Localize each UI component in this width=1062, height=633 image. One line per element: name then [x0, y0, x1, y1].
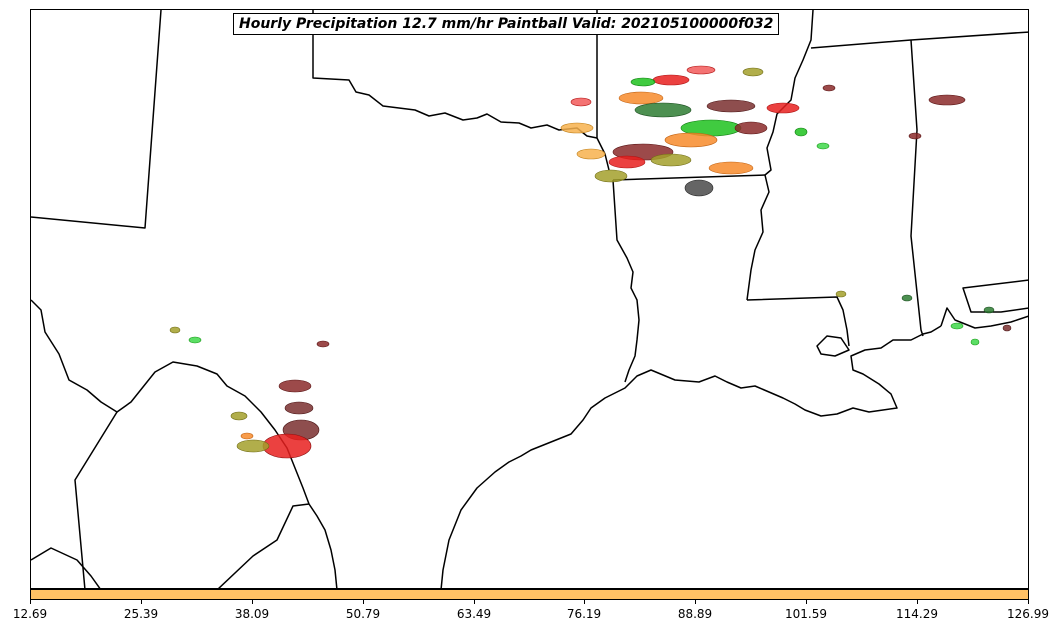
paintball-blob — [594, 169, 628, 183]
paintball-blob — [686, 65, 716, 75]
colorbar-tick-mark — [252, 600, 253, 604]
paintball-blob — [169, 326, 181, 334]
paintball-blob — [742, 67, 764, 77]
mississippi-river — [746, 10, 814, 301]
precipitation-map — [31, 10, 1028, 588]
paintball-blob — [706, 99, 756, 113]
state-border-tx-ok — [312, 10, 598, 139]
state-border-la-ms — [746, 296, 850, 347]
paintball-blob — [794, 127, 808, 137]
paintball-blob — [928, 94, 966, 106]
paintball-blob — [284, 401, 314, 415]
paintball-blob — [576, 148, 606, 160]
paintball-blob — [822, 84, 836, 92]
colorbar-tick-mark — [584, 600, 585, 604]
colorbar-tick-mark — [141, 600, 142, 604]
mexico-border-rio-grande — [31, 299, 338, 588]
paintball-blob — [650, 153, 692, 167]
paintball-blob — [708, 161, 754, 175]
paintball-blob — [278, 379, 312, 393]
paintball-blob — [1002, 324, 1012, 332]
paintball-blob — [230, 411, 248, 421]
state-border-ok-ar — [596, 10, 610, 171]
mexico-state-border-2 — [218, 503, 310, 588]
colorbar-tick-label: 114.29 — [896, 607, 938, 621]
paintball-blob — [608, 155, 646, 169]
paintball-blob — [652, 74, 690, 86]
colorbar-tick-label: 50.79 — [345, 607, 381, 621]
paintball-blob — [766, 102, 800, 114]
state-border-tn-north — [810, 31, 1028, 49]
paintball-blob — [950, 322, 964, 330]
state-border-nm-tx-panhandle — [31, 10, 162, 229]
colorbar-tick-label: 25.39 — [123, 607, 159, 621]
paintball-blob — [316, 340, 330, 348]
paintball-blob — [734, 121, 768, 135]
state-border-ms-al — [910, 39, 924, 337]
paintball-blob — [816, 142, 830, 150]
paintball-blob — [618, 91, 664, 105]
colorbar-tick-mark — [474, 600, 475, 604]
paintball-blob — [684, 179, 714, 197]
colorbar-tick-label: 88.89 — [677, 607, 713, 621]
colorbar-tick-mark — [695, 600, 696, 604]
lake-pontchartrain — [816, 335, 850, 357]
paintball-blob — [570, 97, 592, 107]
mexico-state-border-1 — [74, 411, 118, 588]
colorbar-tick-mark — [363, 600, 364, 604]
map-boundaries — [31, 10, 1028, 588]
colorbar — [30, 589, 1029, 600]
map-panel — [30, 9, 1029, 589]
colorbar-tick-mark — [30, 600, 31, 604]
mobile-bay-coast — [940, 307, 1028, 329]
colorbar-tick-mark — [806, 600, 807, 604]
colorbar-tick-label: 63.49 — [456, 607, 492, 621]
paintball-blob — [634, 102, 692, 118]
paintball-blob — [560, 122, 594, 134]
colorbar-tick-label: 126.99 — [1007, 607, 1049, 621]
gulf-coastline — [440, 325, 942, 588]
state-border-tx-la — [612, 179, 640, 383]
paintball-blob — [188, 336, 202, 344]
colorbar-tick-label: 101.59 — [785, 607, 827, 621]
colorbar-tick-label: 76.19 — [566, 607, 602, 621]
state-border-ar-la — [612, 174, 766, 181]
paintball-blob — [835, 290, 847, 298]
paintball-blob — [983, 306, 995, 314]
paintball-blob — [664, 132, 718, 148]
mexico-state-border-3 — [31, 547, 101, 588]
paintball-blob — [236, 439, 270, 453]
paintball-blob — [901, 294, 913, 302]
colorbar-tick-label: 38.09 — [234, 607, 270, 621]
state-border-al-fl — [962, 279, 1028, 313]
paintball-blob — [630, 77, 656, 87]
precipitation-paintballs — [169, 65, 1012, 459]
map-title: Hourly Precipitation 12.7 mm/hr Paintbal… — [233, 13, 780, 35]
paintball-blob — [262, 433, 312, 459]
colorbar-tick-label: 12.69 — [12, 607, 48, 621]
paintball-blob — [240, 432, 254, 440]
paintball-blob — [970, 338, 980, 346]
colorbar-tick-mark — [917, 600, 918, 604]
colorbar-tick-mark — [1028, 600, 1029, 604]
paintball-blob — [908, 132, 922, 140]
